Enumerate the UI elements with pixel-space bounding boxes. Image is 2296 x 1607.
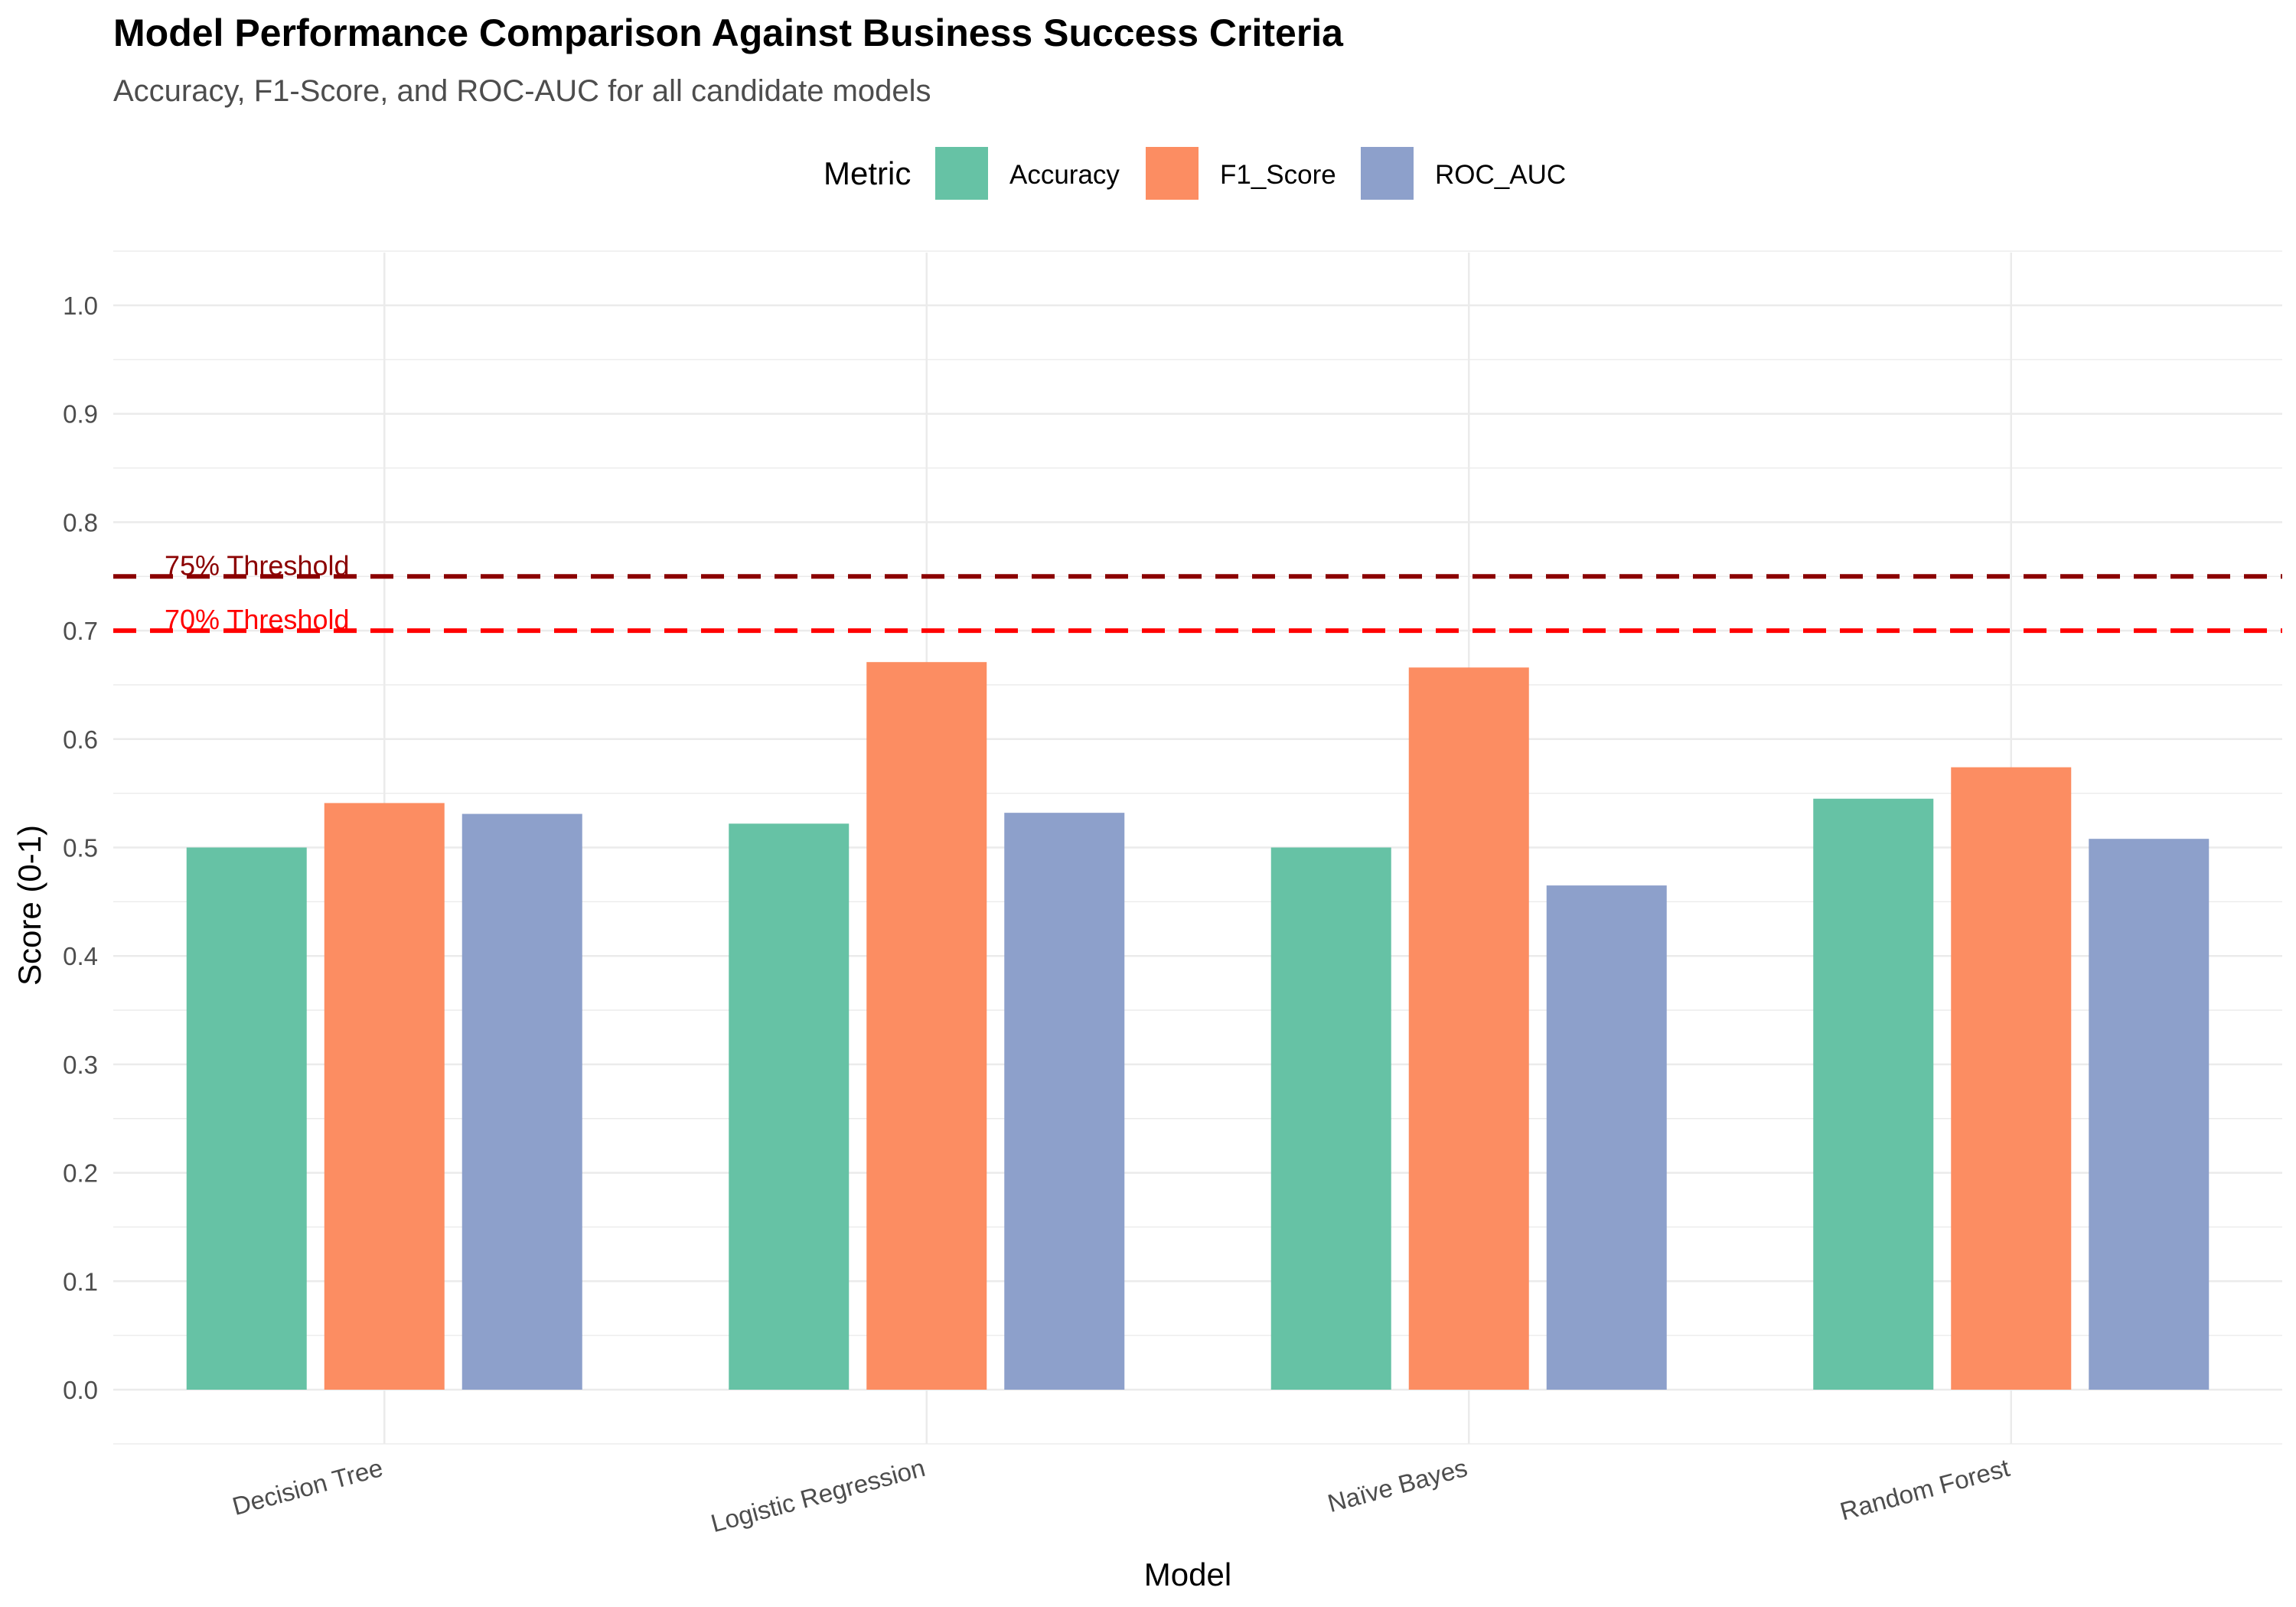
y-tick-label: 0.5	[63, 834, 98, 862]
bar-f1-score	[866, 662, 987, 1390]
y-axis: 0.0 0.1 0.2 0.3 0.4 0.5 0.6 0.7 0.8 0.9 1.0	[63, 292, 98, 1404]
y-axis-title: Score (0-1)	[11, 825, 47, 986]
bars	[186, 662, 2210, 1390]
legend-label-roc-auc: ROC_AUC	[1435, 160, 1566, 190]
legend-label-accuracy: Accuracy	[1009, 160, 1120, 190]
bar-accuracy	[1270, 847, 1391, 1390]
bar-accuracy	[186, 847, 307, 1390]
y-tick-label: 0.1	[63, 1267, 98, 1296]
bar-f1-score	[1408, 667, 1529, 1390]
y-tick-label: 0.4	[63, 942, 98, 970]
y-tick-label: 0.6	[63, 725, 98, 754]
y-tick-label: 0.0	[63, 1376, 98, 1404]
legend-key-accuracy	[935, 147, 988, 200]
bar-f1-score	[324, 803, 445, 1390]
bar-roc-auc	[2089, 839, 2210, 1390]
y-tick-label: 0.8	[63, 508, 98, 536]
x-axis-title: Model	[1144, 1556, 1231, 1592]
chart-subtitle: Accuracy, F1-Score, and ROC-AUC for all …	[113, 74, 931, 108]
bar-accuracy	[1813, 798, 1934, 1390]
bar-f1-score	[1951, 767, 2072, 1390]
y-tick-label: 0.2	[63, 1159, 98, 1188]
threshold-label-75-threshold: 75% Threshold	[165, 549, 350, 581]
y-tick-label: 1.0	[63, 292, 98, 320]
legend-key-roc-auc	[1361, 147, 1414, 200]
y-tick-label: 0.7	[63, 617, 98, 645]
bar-roc-auc	[1004, 813, 1125, 1390]
reference-lines: 75% Threshold 70% Threshold	[113, 549, 2282, 635]
legend-title: Metric	[823, 155, 911, 191]
legend-key-f1-score	[1146, 147, 1199, 200]
bar-roc-auc	[461, 813, 582, 1390]
legend-label-f1-score: F1_Score	[1220, 160, 1336, 190]
bar-accuracy	[729, 823, 850, 1390]
y-tick-label: 0.9	[63, 400, 98, 429]
legend: Metric Accuracy F1_Score ROC_AUC	[823, 147, 1566, 200]
bar-roc-auc	[1546, 885, 1667, 1390]
threshold-label-70-threshold: 70% Threshold	[165, 604, 350, 635]
y-tick-label: 0.3	[63, 1051, 98, 1079]
chart-title: Model Performance Comparison Against Bus…	[113, 11, 1344, 54]
